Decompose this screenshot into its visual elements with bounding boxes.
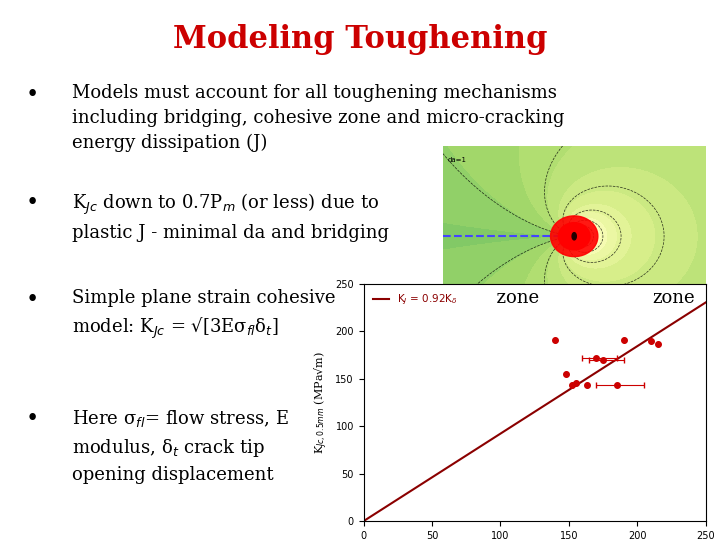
Legend: K$_J$ = 0.92K$_\delta$: K$_J$ = 0.92K$_\delta$ xyxy=(369,289,462,312)
Polygon shape xyxy=(551,216,598,256)
Polygon shape xyxy=(572,233,576,240)
Y-axis label: K$_{Jc,0.5mm}$ (MPa√m): K$_{Jc,0.5mm}$ (MPa√m) xyxy=(312,351,330,454)
Text: Simple plane strain cohesive                            zone
model: K$_{Jc}$ = √: Simple plane strain cohesive zone model:… xyxy=(72,289,539,341)
Text: K$_{Jc}$ down to 0.7P$_{m}$ (or less) due to
plastic J - minimal da and bridging: K$_{Jc}$ down to 0.7P$_{m}$ (or less) du… xyxy=(72,192,389,242)
Text: da=1: da=1 xyxy=(448,157,467,163)
Polygon shape xyxy=(559,222,590,250)
Text: Models must account for all toughening mechanisms
including bridging, cohesive z: Models must account for all toughening m… xyxy=(72,84,564,152)
Text: •: • xyxy=(25,289,38,311)
Polygon shape xyxy=(567,230,582,243)
Text: •: • xyxy=(25,192,38,214)
Text: zone: zone xyxy=(652,289,695,307)
Text: Here σ$_{fl}$= flow stress, E
modulus, δ$_{t}$ crack tip
opening displacement: Here σ$_{fl}$= flow stress, E modulus, δ… xyxy=(72,408,289,484)
Text: •: • xyxy=(25,84,38,106)
Text: •: • xyxy=(25,408,38,430)
Text: Modeling Toughening: Modeling Toughening xyxy=(173,24,547,55)
